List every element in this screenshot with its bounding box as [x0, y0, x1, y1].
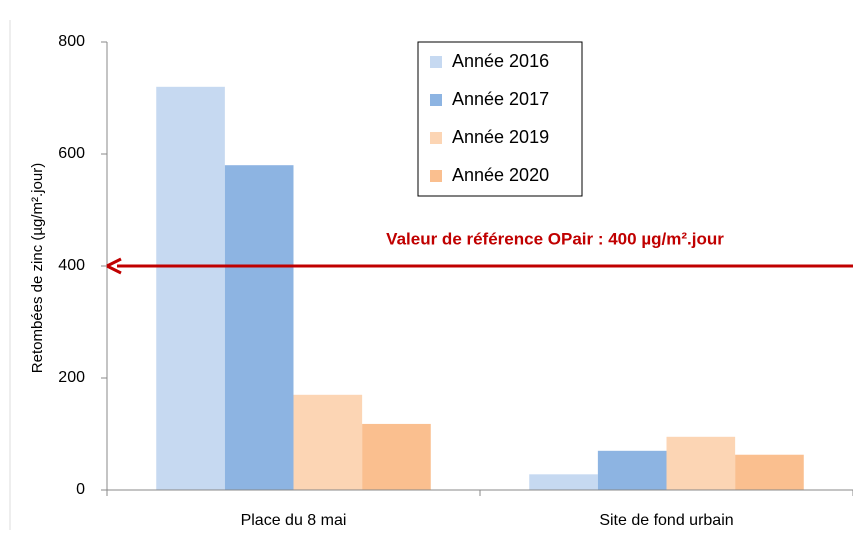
bar [666, 436, 736, 490]
reference-label: Valeur de référence OPair : 400 µg/m².jo… [386, 229, 724, 248]
y-tick-label: 400 [58, 257, 85, 274]
reference-arrow-head [106, 257, 122, 275]
legend-label: Année 2020 [452, 165, 549, 185]
legend-label: Année 2016 [452, 51, 549, 71]
bar [362, 423, 431, 490]
bar [293, 394, 363, 490]
bar [156, 86, 225, 491]
bar [597, 450, 667, 490]
x-tick-label: Site de fond urbain [599, 512, 733, 529]
bar [735, 454, 804, 490]
x-tick-label: Place du 8 mai [241, 512, 347, 529]
y-tick-label: 600 [58, 145, 85, 162]
legend-swatch [430, 170, 442, 182]
legend-label: Année 2019 [452, 127, 549, 147]
y-axis-label: Retombées de zinc (µg/m².jour) [29, 163, 46, 373]
y-tick-label: 0 [76, 481, 85, 498]
y-tick-label: 200 [58, 369, 85, 386]
legend-swatch [430, 94, 442, 106]
legend-box [417, 41, 583, 197]
y-tick-label: 800 [58, 33, 85, 50]
legend-swatch [430, 56, 442, 68]
legend-label: Année 2017 [452, 89, 549, 109]
bar [224, 165, 294, 490]
bar [529, 474, 598, 490]
legend-swatch [430, 132, 442, 144]
